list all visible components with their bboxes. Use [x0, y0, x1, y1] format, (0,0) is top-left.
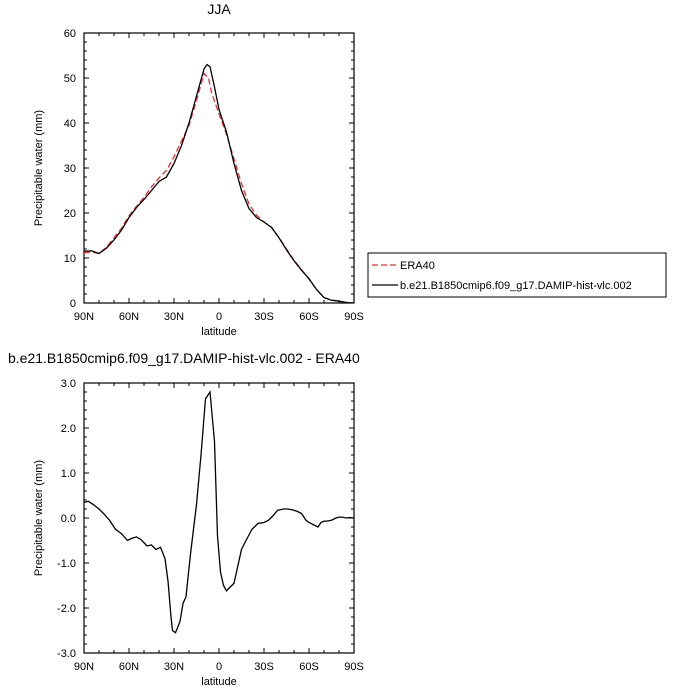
chart-title: b.e21.B1850cmip6.f09_g17.DAMIP-hist-vlc.… — [8, 350, 360, 366]
y-axis-label: Precipitable water (mm) — [33, 460, 45, 576]
legend: ERA40 b.e21.B1850cmip6.f09_g17.DAMIP-hist… — [367, 252, 667, 298]
chart-panel-2: b.e21.B1850cmip6.f09_g17.DAMIP-hist-vlc.… — [8, 350, 364, 688]
x-tick-label: 30S — [254, 661, 274, 673]
y-axis-label: Precipitable water (mm) — [33, 110, 45, 226]
legend-label-2: b.e21.B1850cmip6.f09_g17.DAMIP-hist-vlc.… — [400, 280, 632, 292]
y-tick-label: 2.0 — [61, 423, 76, 435]
x-tick-label: 60S — [299, 661, 319, 673]
plot-frame — [83, 382, 355, 654]
x-tick-label: 90N — [74, 311, 94, 323]
x-tick-label: 90N — [74, 661, 94, 673]
plot-frame — [83, 32, 355, 304]
y-tick-label: 10 — [64, 253, 76, 265]
x-tick-label: 0 — [216, 661, 222, 673]
legend-box — [367, 252, 667, 298]
x-tick-label: 60S — [299, 311, 319, 323]
y-tick-label: -3.0 — [57, 648, 76, 660]
y-tick-label: 3.0 — [61, 378, 76, 390]
y-tick-label: 0.0 — [61, 513, 76, 525]
chart-title: JJA — [207, 1, 231, 17]
x-tick-label: 30S — [254, 311, 274, 323]
y-tick-label: 0 — [70, 298, 76, 310]
x-tick-label: 30N — [164, 661, 184, 673]
x-tick-label: 90S — [344, 311, 364, 323]
y-tick-label: -2.0 — [57, 603, 76, 615]
x-tick-label: 60N — [119, 311, 139, 323]
x-axis-label: latitude — [201, 326, 236, 338]
series-line-2 — [84, 63, 354, 303]
legend-label-1: ERA40 — [400, 260, 435, 272]
y-tick-label: 50 — [64, 73, 76, 85]
y-tick-label: 30 — [64, 163, 76, 175]
y-tick-label: -1.0 — [57, 558, 76, 570]
chart-panel-1: JJA 90N 60N 30N 0 30S 60S 90S 0 10 20 30 40 50 60 latit… — [33, 1, 667, 338]
x-tick-label: 30N — [164, 311, 184, 323]
series-line-1 — [84, 390, 354, 634]
x-tick-label: 90S — [344, 661, 364, 673]
x-tick-label: 0 — [216, 311, 222, 323]
x-axis-label: latitude — [201, 676, 236, 688]
x-tick-label: 60N — [119, 661, 139, 673]
y-tick-label: 60 — [64, 28, 76, 40]
y-tick-label: 1.0 — [61, 468, 76, 480]
y-tick-label: 40 — [64, 118, 76, 130]
y-tick-label: 20 — [64, 208, 76, 220]
